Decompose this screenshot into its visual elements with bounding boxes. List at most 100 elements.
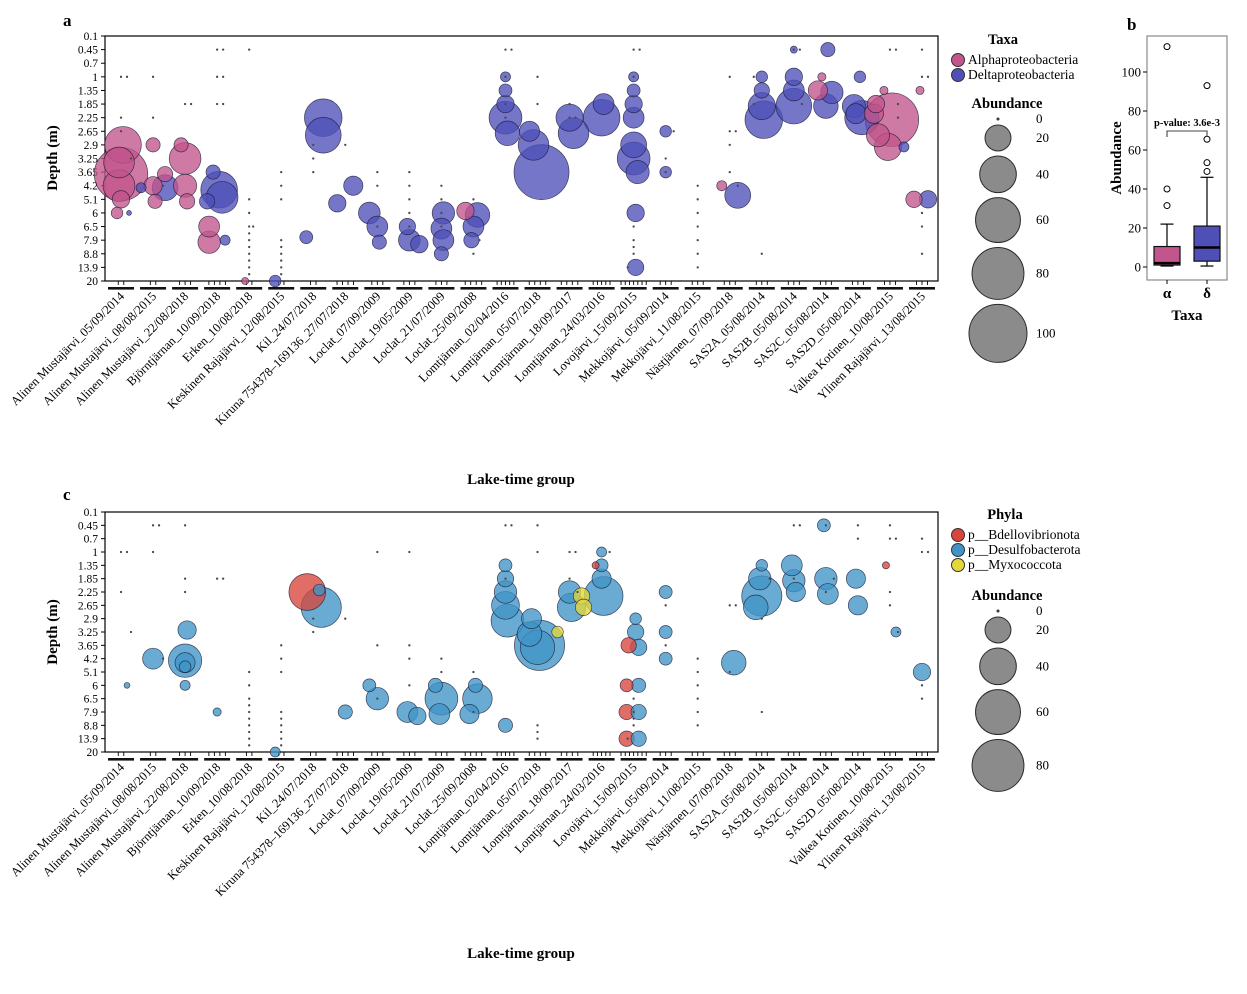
abundance-dot xyxy=(344,617,347,620)
y-tick-label: 3.65 xyxy=(78,167,98,179)
abundance-dot xyxy=(920,252,924,255)
abundance-dot xyxy=(920,75,924,78)
abundance-dot xyxy=(280,273,283,276)
abundance-dot xyxy=(664,644,667,647)
y-tick-label: 8.8 xyxy=(84,720,99,732)
abundance-dot xyxy=(536,550,539,554)
abundance-dot xyxy=(632,48,635,51)
x-group-bar xyxy=(844,758,871,761)
bubble-desulfo xyxy=(658,585,673,599)
abundance-dot xyxy=(440,657,443,660)
y-tick-label: 2.25 xyxy=(78,587,98,599)
panel-c-letter: c xyxy=(63,485,71,504)
x-group-bar xyxy=(620,758,647,761)
abundance-legend-a-title: Abundance xyxy=(972,96,1043,112)
bubble-alpha xyxy=(866,95,885,114)
x-group-bar xyxy=(876,758,903,761)
abundance-dot xyxy=(728,170,731,174)
size-legend-circle xyxy=(971,739,1025,792)
abundance-dot xyxy=(408,684,411,687)
abundance-dot xyxy=(312,630,315,634)
y-tick-label: 100 xyxy=(1122,65,1142,80)
bubble-bdello xyxy=(620,637,637,654)
abundance-legend-c-title: Abundance xyxy=(972,588,1043,604)
bubble-delta xyxy=(624,95,643,114)
abundance-dot xyxy=(248,710,251,714)
abundance-dot xyxy=(760,710,763,714)
y-tick-label: 4.2 xyxy=(84,181,99,193)
size-legend-value: 80 xyxy=(1036,265,1049,280)
abundance-dot xyxy=(696,239,699,242)
abundance-dot xyxy=(632,697,635,700)
bubble-desulfo xyxy=(521,608,542,630)
abundance-dot xyxy=(856,537,860,540)
x-group-bar xyxy=(812,758,839,761)
abundance-dot xyxy=(376,550,379,554)
x-group-bar xyxy=(108,758,135,761)
abundance-dot xyxy=(896,630,900,634)
bubble-desulfo xyxy=(630,703,647,721)
abundance-dot xyxy=(280,198,283,201)
size-legend-value: 80 xyxy=(1036,757,1049,772)
abundance-dot xyxy=(221,577,225,580)
x-group-bar xyxy=(524,287,551,290)
bubble-alpha xyxy=(817,72,827,82)
y-tick-label: 60 xyxy=(1128,143,1141,158)
size-legend-circle xyxy=(975,689,1021,736)
x-group-bar xyxy=(780,758,807,761)
abundance-dot xyxy=(696,670,699,674)
y-tick-label: 1 xyxy=(92,72,98,84)
abundance-dot xyxy=(926,75,930,78)
abundance-dot xyxy=(568,550,571,554)
y-tick-label: 20 xyxy=(87,276,99,288)
abundance-dot xyxy=(504,524,507,527)
abundance-dot xyxy=(734,130,737,133)
x-group-bar xyxy=(716,758,743,761)
bubble-delta xyxy=(126,210,132,216)
size-legend-circle xyxy=(971,247,1025,300)
y-tick-label: 6.5 xyxy=(84,222,99,234)
abundance-dot xyxy=(752,75,755,78)
abundance-dot xyxy=(536,75,539,78)
bubble-desulfo xyxy=(178,660,192,673)
y-tick-label: 0.45 xyxy=(78,520,98,532)
abundance-dot xyxy=(248,232,251,235)
deltaproteobacteria-legend-swatch xyxy=(951,68,965,82)
bubble-alpha xyxy=(241,277,250,285)
bubble-alpha xyxy=(198,215,220,238)
bubble-delta xyxy=(463,232,480,249)
myxococcota-legend-swatch xyxy=(951,558,965,572)
abundance-dot xyxy=(151,524,155,527)
abundance-dot xyxy=(280,252,283,255)
abundance-dot xyxy=(248,684,251,687)
bubble-delta xyxy=(626,203,645,222)
abundance-dot xyxy=(280,670,283,674)
abundance-dot xyxy=(408,657,411,660)
outlier-point xyxy=(1163,202,1171,210)
bdellovibrionota-legend-label: p__Bdellovibrionota xyxy=(968,527,1080,542)
bubble-desulfo xyxy=(658,625,673,639)
abundance-dot xyxy=(248,737,251,740)
deltaproteobacteria-legend-label: Deltaproteobacteria xyxy=(968,67,1074,82)
abundance-size-legend-a: Abundance 0 20 40 60 80 100 xyxy=(968,96,1056,363)
panel-b-plot: 0 20 40 60 80 100 α δ xyxy=(1122,35,1228,302)
size-legend-value: 60 xyxy=(1036,704,1049,719)
abundance-dot xyxy=(792,524,795,527)
bubble-alpha xyxy=(915,85,925,95)
x-group-bar xyxy=(652,287,679,290)
abundance-dot xyxy=(440,211,443,215)
abundance-dot xyxy=(504,577,507,580)
desulfobacterota-legend-label: p__Desulfobacterota xyxy=(968,542,1080,557)
x-group-bar xyxy=(236,287,263,290)
bubble-desulfo xyxy=(785,582,806,602)
bubble-desulfo xyxy=(743,594,769,620)
bubble-desulfo xyxy=(755,559,768,572)
abundance-dot xyxy=(510,48,513,51)
bubble-alpha xyxy=(157,166,174,183)
bubble-desulfo xyxy=(912,662,932,682)
abundance-dot xyxy=(408,225,411,228)
abundance-dot xyxy=(800,102,803,106)
abundance-dot xyxy=(632,252,635,255)
bubble-alpha xyxy=(110,206,124,220)
size-legend-value: 100 xyxy=(1036,325,1056,340)
